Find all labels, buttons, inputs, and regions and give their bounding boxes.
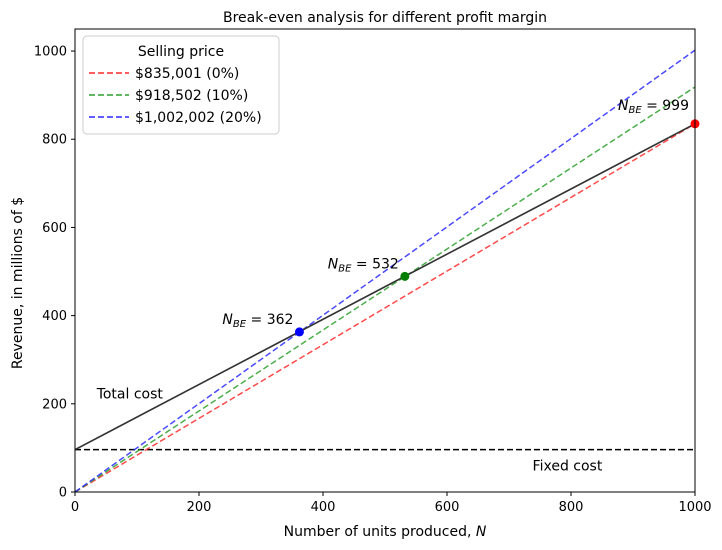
y-tick-label-0: 0 (59, 486, 67, 501)
y-axis-label: Revenue, in millions of $ (10, 197, 26, 369)
revenue-line-1 (75, 86, 695, 492)
total-cost-line (75, 123, 695, 451)
y-tick-label-4: 800 (42, 133, 67, 148)
legend-box (82, 35, 280, 135)
total-cost-label: Total cost (96, 387, 164, 403)
chart-title: Break-even analysis for different profit… (223, 10, 547, 26)
plot-lines (75, 49, 695, 492)
break-even-marker-1 (400, 271, 410, 281)
x-tick-label-3: 600 (435, 500, 460, 515)
y-tick-label-1: 200 (42, 397, 67, 412)
break-even-label-1: NBE = 532 (328, 256, 399, 274)
legend-entry-0: $835,001 (0%) (135, 66, 239, 82)
x-tick-label-0: 0 (71, 500, 79, 515)
fixed-cost-label: Fixed cost (533, 459, 603, 475)
revenue-line-0 (75, 123, 695, 492)
x-tick-label-1: 200 (187, 500, 212, 515)
legend: Selling price $835,001 (0%) $918,502 (10%)… (82, 35, 280, 135)
break-even-marker-0 (294, 327, 304, 337)
break-even-label-2: NBE = 999 (618, 98, 689, 116)
revenue-line-2 (75, 49, 695, 492)
plot-frame (74, 28, 696, 493)
legend-entry-1: $918,502 (10%) (135, 88, 248, 104)
x-tick-label-4: 800 (559, 500, 584, 515)
break-even-label-0: NBE = 362 (222, 312, 293, 330)
legend-entry-2: $1,002,002 (20%) (135, 110, 262, 126)
y-tick-label-2: 400 (42, 309, 67, 324)
x-tick-label-2: 400 (311, 500, 336, 515)
y-tick-label-3: 600 (42, 221, 67, 236)
plot-area: 0 200 400 600 800 1000 0 200 400 600 800 1000 Total … (34, 28, 712, 515)
x-tick-label-5: 1000 (678, 500, 711, 515)
y-tick-label-5: 1000 (34, 45, 67, 60)
legend-title: Selling price (138, 44, 224, 60)
x-axis-label: Number of units produced, N (284, 524, 487, 540)
